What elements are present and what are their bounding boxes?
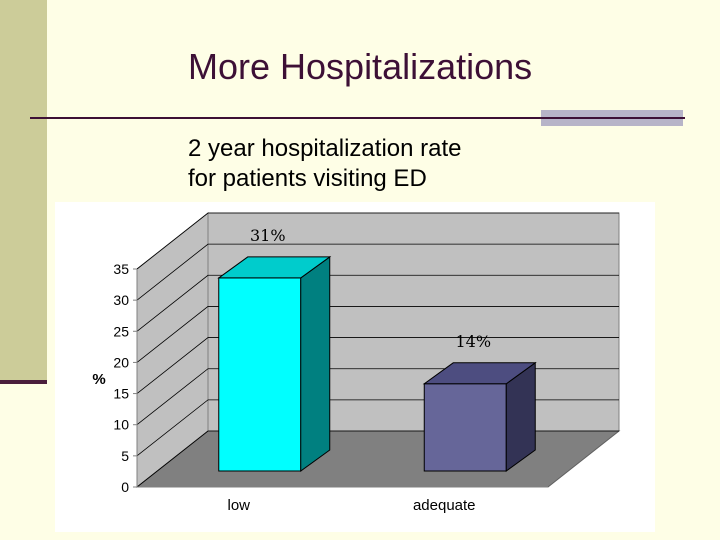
chart-floor: [135, 430, 621, 488]
y-tick-label: 20: [113, 354, 129, 370]
y-axis-label: %: [92, 371, 105, 388]
subtitle-line-2: for patients visiting ED: [188, 165, 427, 192]
y-tick-label: 15: [113, 386, 129, 402]
gridline: [136, 243, 619, 301]
slide-title: More Hospitalizations: [188, 46, 533, 87]
subtitle-line-1: 2 year hospitalization rate: [188, 135, 462, 162]
y-tick-label: 25: [113, 323, 129, 339]
gridline: [136, 212, 619, 270]
y-tick-label: 30: [113, 292, 129, 308]
bar-front-adequate: [423, 383, 507, 472]
slide-subtitle: 2 year hospitalization rate for patients…: [188, 134, 462, 194]
x-tick-label-adequate: adequate: [413, 497, 476, 514]
gridline: [136, 306, 619, 363]
bar-side-low: [300, 255, 331, 472]
title-divider: [30, 117, 685, 119]
y-tick-label: 5: [121, 448, 129, 464]
x-tick-label-low: low: [227, 497, 250, 514]
bar-top-low: [217, 256, 332, 279]
left-decor-rule: [0, 380, 47, 384]
data-label-low: 31%: [250, 226, 286, 245]
bar-front-low: [218, 277, 302, 472]
gridline: [136, 274, 619, 332]
y-tick-label: 10: [113, 417, 129, 433]
gridline: [136, 337, 619, 394]
left-decor-band: [0, 0, 47, 382]
title-divider-accent: [541, 110, 683, 126]
bar-top-adequate: [422, 362, 537, 385]
y-tick-label: 0: [121, 479, 129, 495]
y-tick-label: 35: [113, 261, 129, 277]
data-label-adequate: 14%: [455, 332, 491, 351]
